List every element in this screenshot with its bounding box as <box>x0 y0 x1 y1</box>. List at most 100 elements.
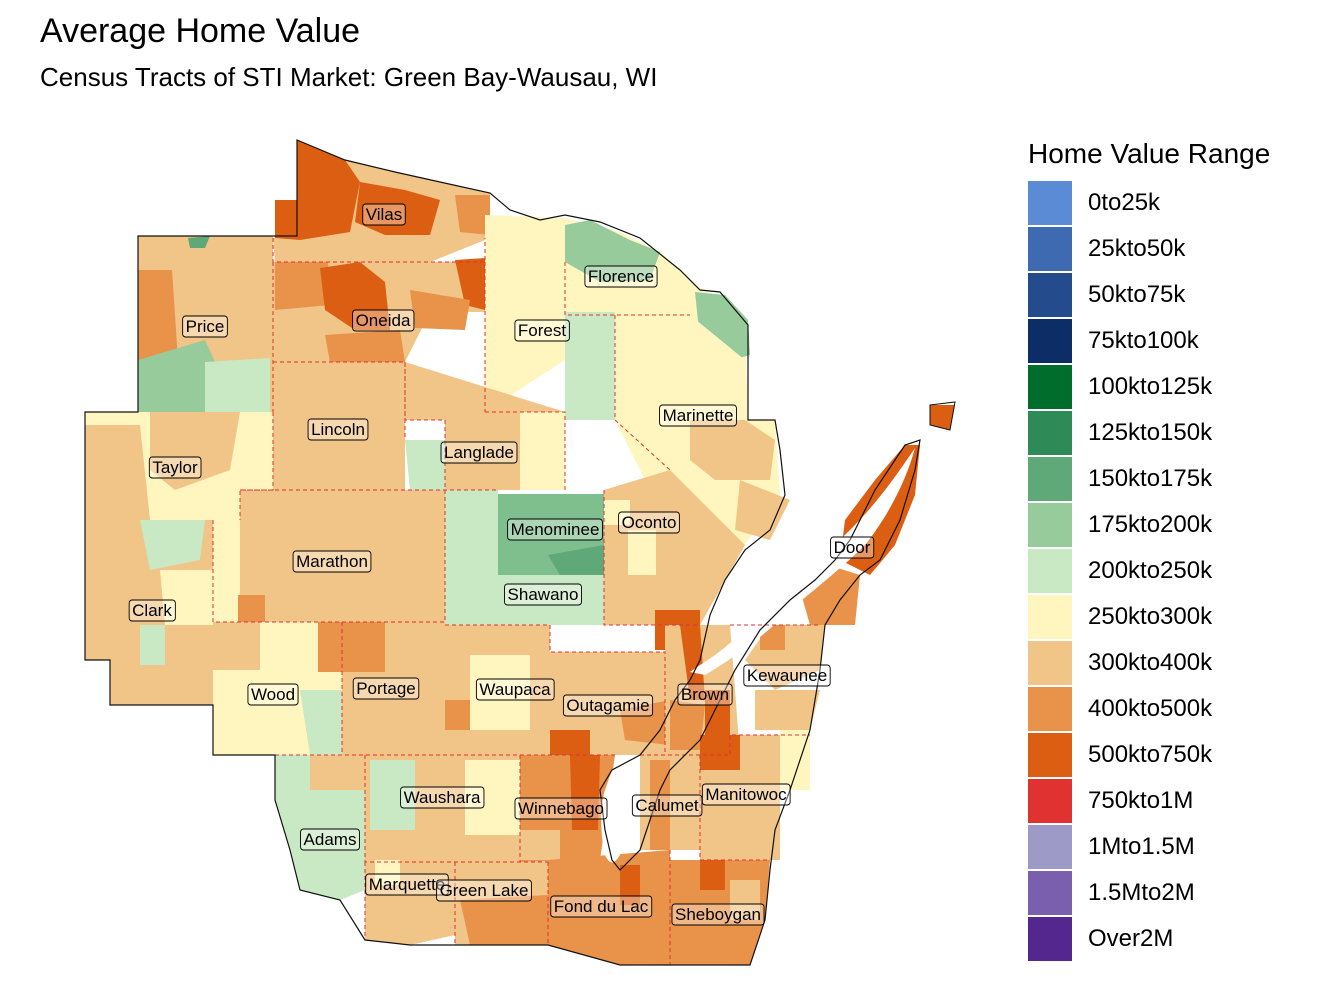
tract <box>445 700 470 730</box>
legend-item: 75kto100k <box>1028 318 1270 364</box>
tract <box>238 595 265 622</box>
tract <box>405 440 445 490</box>
county-label-manitowoc: Manitowoc <box>701 783 791 806</box>
county-label-box <box>440 441 518 464</box>
county-label-waupaca: Waupaca <box>475 678 555 701</box>
county-label-text: Vilas <box>366 205 403 224</box>
tract <box>138 340 215 412</box>
legend-item: 1.5Mto2M <box>1028 870 1270 916</box>
tract <box>628 530 656 575</box>
county-label-adams: Adams <box>300 828 360 851</box>
county-label-box <box>436 879 532 902</box>
tract <box>138 270 178 360</box>
county-label-box <box>182 315 228 338</box>
tract <box>755 690 820 730</box>
county-label-box <box>562 694 654 717</box>
tract <box>318 622 385 672</box>
map-subtitle: Census Tracts of STI Market: Green Bay-W… <box>40 62 658 92</box>
legend-swatch <box>1028 779 1072 823</box>
county-label-text: Marquette <box>369 875 446 894</box>
legend-swatch <box>1028 687 1072 731</box>
tract <box>455 258 485 310</box>
county-label-box <box>830 536 875 559</box>
legend-item: 250kto300k <box>1028 594 1270 640</box>
county-label-text: Waupaca <box>479 680 551 699</box>
tract <box>325 330 405 362</box>
legend-item: 150kto175k <box>1028 456 1270 502</box>
county-label-box <box>247 683 299 706</box>
county-label-text: Green Lake <box>440 881 529 900</box>
county-label-taylor: Taylor <box>148 456 202 479</box>
tract <box>565 220 660 282</box>
tract <box>160 570 213 625</box>
county-label-portage: Portage <box>352 677 420 700</box>
county-label-marquette: Marquette <box>365 873 449 896</box>
county-label-text: Calumet <box>635 796 699 815</box>
county-label-box <box>659 404 737 427</box>
county-label-outagamie: Outagamie <box>562 694 654 717</box>
legend-swatch <box>1028 411 1072 455</box>
tract <box>470 655 530 730</box>
legend-label: 750kto1M <box>1088 787 1194 814</box>
county-label-box <box>307 418 369 441</box>
tract <box>310 755 365 790</box>
county-labels: Vilas Florence Price Oneida Forest Marinette L… <box>128 203 875 926</box>
county-label-text: Outagamie <box>566 696 649 715</box>
county-label-fond-du-lac: Fond du Lac <box>550 895 653 918</box>
county-label-text: Menominee <box>511 520 600 539</box>
county-label-forest: Forest <box>514 319 570 342</box>
county-label-text: Marinette <box>663 406 734 425</box>
legend-label: 400kto500k <box>1088 695 1213 722</box>
tract <box>570 755 600 830</box>
county-label-box <box>400 786 485 809</box>
county-label-winnebago: Winnebago <box>514 797 608 820</box>
county-label-text: Forest <box>518 321 566 340</box>
door-outline <box>929 401 956 431</box>
county-label-door: Door <box>830 536 875 559</box>
county-label-box <box>362 203 406 226</box>
legend-label: 1Mto1.5M <box>1088 833 1195 860</box>
county-label-box <box>352 309 415 332</box>
county-label-text: Brown <box>681 685 729 704</box>
county-label-box <box>618 511 680 534</box>
county-label-box <box>671 903 765 926</box>
tract <box>650 760 670 850</box>
county-label-box <box>292 550 372 573</box>
tract <box>735 480 790 540</box>
county-label-box <box>504 583 582 606</box>
market-outline <box>84 139 921 966</box>
legend-label: 125kto150k <box>1088 419 1213 446</box>
county-label-brown: Brown <box>677 683 733 706</box>
tract <box>275 755 365 900</box>
tract <box>455 195 490 235</box>
tract <box>240 490 445 622</box>
county-label-text: Wood <box>251 685 295 704</box>
legend-item: 25kto50k <box>1028 226 1270 272</box>
county-label-box <box>677 683 733 706</box>
county-label-green-lake: Green Lake <box>436 879 532 902</box>
county-label-text: Waushara <box>404 788 481 807</box>
legend-label: 300kto400k <box>1088 649 1213 676</box>
legend-item: 300kto400k <box>1028 640 1270 686</box>
county-label-box <box>550 895 653 918</box>
legend-swatch <box>1028 917 1072 961</box>
county-label-box <box>514 319 570 342</box>
county-label-text: Oconto <box>622 513 677 532</box>
legend-swatch <box>1028 227 1072 271</box>
tract <box>205 358 270 412</box>
county-label-box <box>514 797 608 820</box>
legend-label: 175kto200k <box>1088 511 1213 538</box>
lake-winnebago <box>601 766 640 863</box>
county-label-box <box>584 265 658 288</box>
tract <box>188 236 210 248</box>
legend-swatch <box>1028 641 1072 685</box>
tract <box>930 405 955 430</box>
legend-title: Home Value Range <box>1028 138 1271 169</box>
tract-fills <box>85 140 955 965</box>
legend-label: 200kto250k <box>1088 557 1213 584</box>
tract <box>85 520 213 705</box>
legend-label: 500kto750k <box>1088 741 1213 768</box>
legend-item: 100kto125k <box>1028 364 1270 410</box>
legend-item: 400kto500k <box>1028 686 1270 732</box>
legend-swatch <box>1028 457 1072 501</box>
